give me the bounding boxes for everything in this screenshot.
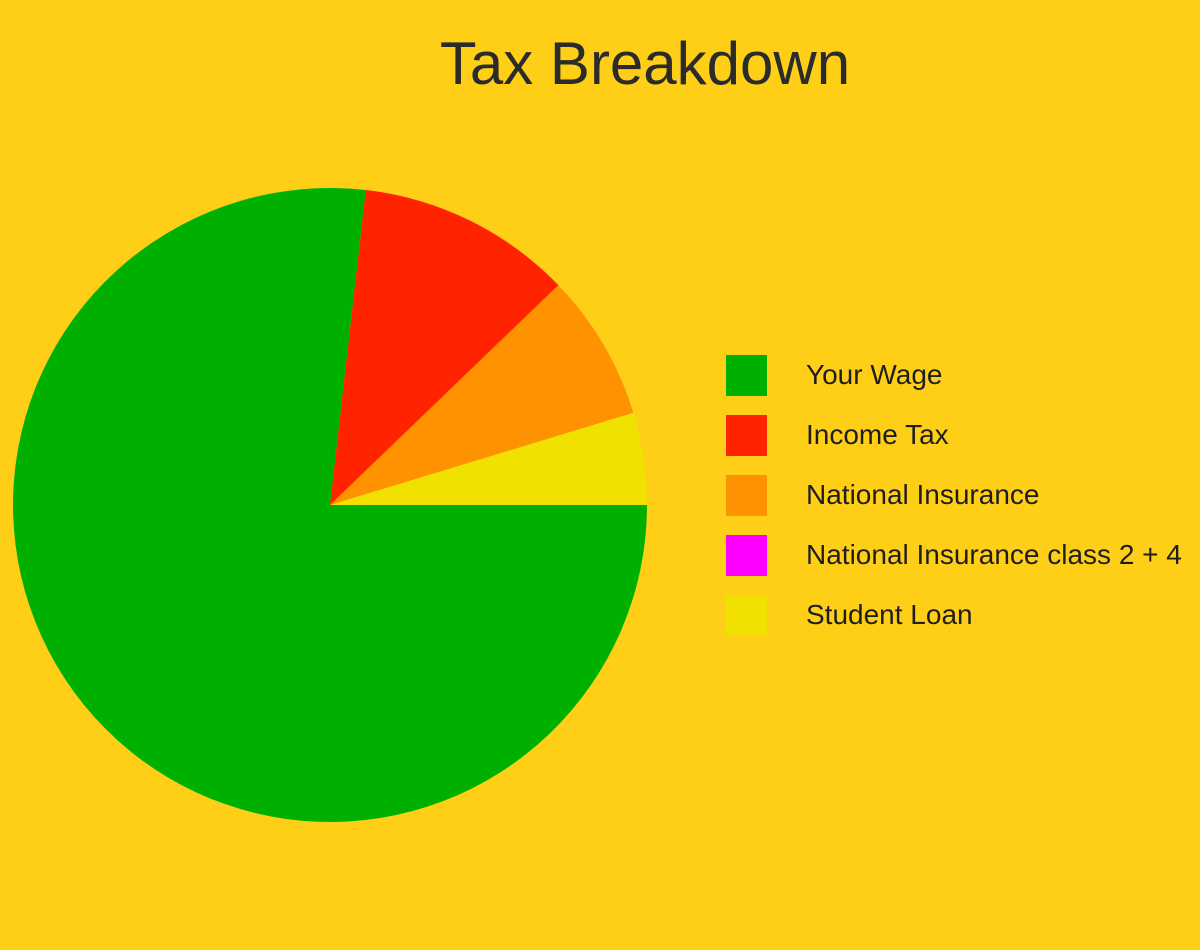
pie-slice-national-insurance [330, 285, 634, 505]
pie-slice-income-tax [330, 190, 559, 505]
legend-swatch-your-wage [726, 355, 767, 396]
legend-label-income-tax: Income Tax [806, 419, 949, 450]
legend-label-your-wage: Your Wage [806, 359, 943, 390]
legend-swatch-national-insurance-class-2-4 [726, 535, 767, 576]
legend-swatch-national-insurance [726, 475, 767, 516]
legend-item: National Insurance class 2 + 4 [726, 535, 1200, 595]
legend-item: National Insurance [726, 475, 1200, 535]
legend-swatch-student-loan [726, 595, 767, 636]
legend-label-national-insurance: National Insurance [806, 479, 1040, 510]
legend-item: Student Loan [726, 595, 1200, 655]
pie-slices [12, 188, 647, 822]
legend-label-national-insurance-class-2-4: National Insurance class 2 + 4 [806, 539, 1182, 570]
chart-title: Tax Breakdown [439, 30, 851, 97]
legend-label-student-loan: Student Loan [806, 599, 973, 630]
legend: Your Wage Income Tax National Insurance … [726, 355, 1200, 655]
pie-slice-student-loan [330, 412, 647, 505]
legend-item: Income Tax [726, 415, 1200, 475]
legend-swatch-income-tax [726, 415, 767, 456]
legend-item: Your Wage [726, 355, 1200, 415]
pie-slice-your-wage [12, 188, 647, 822]
